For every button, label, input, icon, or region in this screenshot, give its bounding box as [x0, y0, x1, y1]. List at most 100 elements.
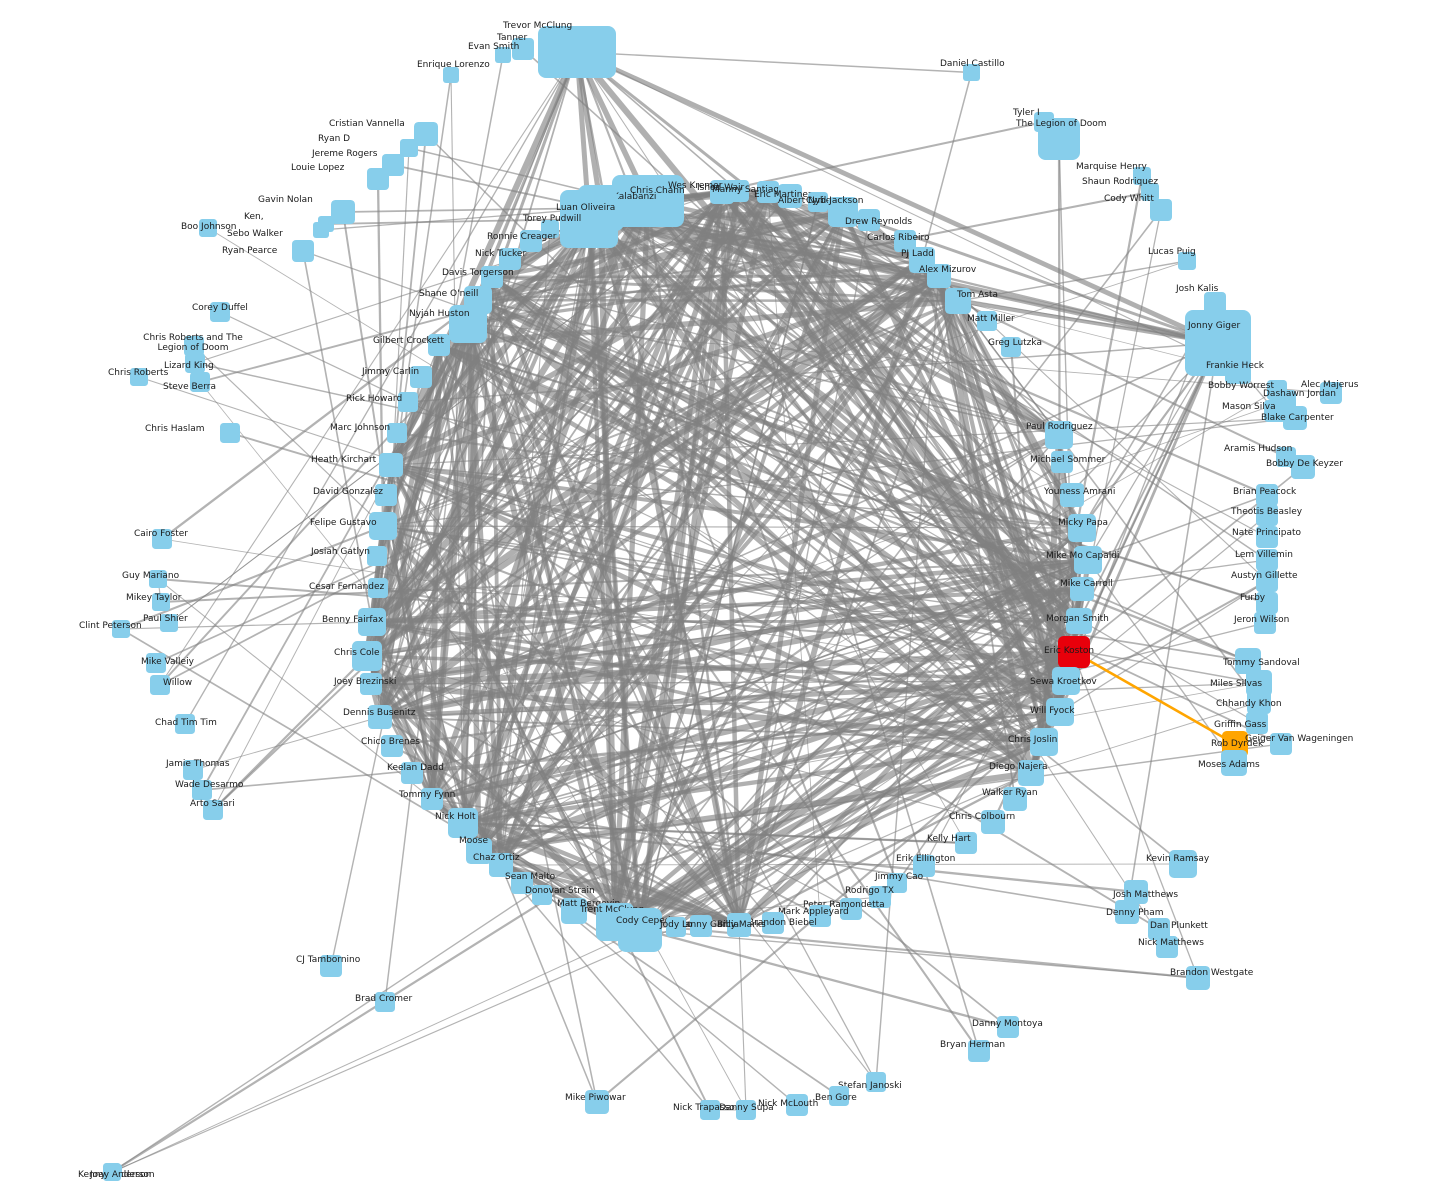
graph-node[interactable]: [481, 266, 503, 288]
graph-node[interactable]: [203, 800, 223, 820]
graph-node[interactable]: [369, 512, 397, 540]
graph-node[interactable]: [313, 222, 329, 238]
graph-node[interactable]: [700, 1100, 720, 1120]
graph-node[interactable]: [184, 336, 204, 356]
graph-node[interactable]: [1060, 483, 1084, 507]
graph-node[interactable]: [1074, 546, 1102, 574]
graph-node[interactable]: [532, 885, 552, 905]
graph-node[interactable]: [612, 175, 684, 227]
graph-node[interactable]: [778, 184, 802, 208]
graph-node[interactable]: [1045, 421, 1073, 449]
graph-node[interactable]: [968, 1040, 990, 1062]
graph-node[interactable]: [367, 546, 387, 566]
graph-node[interactable]: [1030, 728, 1058, 756]
graph-node[interactable]: [828, 197, 858, 227]
graph-node[interactable]: [448, 808, 478, 838]
graph-node[interactable]: [152, 593, 170, 611]
graph-node[interactable]: [1204, 292, 1226, 314]
graph-node[interactable]: [368, 705, 392, 729]
graph-node[interactable]: [1068, 514, 1096, 542]
graph-node[interactable]: [927, 264, 951, 288]
graph-node[interactable]: [1246, 712, 1268, 734]
graph-node[interactable]: [1148, 918, 1170, 940]
graph-node[interactable]: [190, 372, 210, 392]
graph-node[interactable]: [541, 220, 559, 238]
graph-node[interactable]: [1254, 612, 1276, 634]
graph-node[interactable]: [375, 992, 395, 1012]
graph-node[interactable]: [808, 192, 828, 212]
graph-node[interactable]: [149, 570, 167, 588]
graph-node[interactable]: [175, 714, 195, 734]
graph-node[interactable]: [585, 1090, 609, 1114]
graph-node[interactable]: [1156, 936, 1178, 958]
graph-node[interactable]: [375, 484, 397, 506]
graph-node[interactable]: [1133, 167, 1151, 185]
graph-node[interactable]: [1264, 400, 1286, 422]
graph-node[interactable]: [160, 614, 178, 632]
highlighted-edge[interactable]: [1073, 650, 1236, 746]
graph-node[interactable]: [398, 392, 418, 412]
graph-node[interactable]: [1256, 592, 1278, 614]
graph-node[interactable]: [727, 180, 749, 202]
graph-node[interactable]: [358, 608, 386, 636]
graph-node[interactable]: [499, 248, 521, 270]
graph-node[interactable]: [1256, 570, 1278, 592]
graph-node[interactable]: [1001, 337, 1021, 357]
graph-node[interactable]: [210, 302, 230, 322]
graph-node[interactable]: [489, 853, 513, 877]
graph-node[interactable]: [757, 181, 779, 203]
graph-node[interactable]: [1320, 382, 1342, 404]
graph-node[interactable]: [762, 912, 784, 934]
graph-node[interactable]: [1221, 750, 1247, 776]
graph-node[interactable]: [1003, 787, 1027, 811]
graph-node[interactable]: [381, 735, 403, 757]
graph-node[interactable]: [185, 353, 205, 373]
graph-node[interactable]: [560, 190, 618, 248]
graph-node[interactable]: [146, 653, 166, 673]
graph-node[interactable]: [1070, 577, 1094, 601]
graph-node[interactable]: [945, 288, 971, 314]
graph-node[interactable]: [809, 905, 831, 927]
graph-node[interactable]: [1256, 526, 1278, 548]
graph-node[interactable]: [913, 855, 935, 877]
graph-node[interactable]: [690, 915, 712, 937]
graph-node[interactable]: [466, 838, 492, 864]
graph-node[interactable]: [199, 219, 217, 237]
graph-node[interactable]: [1186, 966, 1210, 990]
graph-node[interactable]: [152, 529, 172, 549]
graph-node[interactable]: [400, 139, 418, 157]
graph-node[interactable]: [331, 200, 355, 224]
graph-node[interactable]: [727, 913, 751, 937]
graph-node[interactable]: [150, 675, 170, 695]
graph-node[interactable]: [414, 122, 438, 146]
graph-node[interactable]: [894, 230, 916, 252]
graph-node[interactable]: [981, 810, 1005, 834]
graph-node[interactable]: [449, 305, 487, 343]
graph-node[interactable]: [840, 898, 862, 920]
graph-node[interactable]: [292, 240, 314, 262]
graph-node[interactable]: [352, 641, 382, 671]
graph-node[interactable]: [1051, 451, 1073, 473]
graph-node[interactable]: [495, 47, 511, 63]
graph-node[interactable]: [736, 1100, 756, 1120]
graph-node[interactable]: [1178, 252, 1196, 270]
graph-node[interactable]: [866, 1072, 886, 1092]
graph-node[interactable]: [1225, 358, 1251, 384]
graph-node[interactable]: [1270, 733, 1292, 755]
graph-node[interactable]: [977, 311, 997, 331]
graph-node[interactable]: [858, 209, 880, 231]
graph-node[interactable]: [1291, 455, 1315, 479]
graph-node[interactable]: [869, 886, 891, 908]
graph-node[interactable]: [401, 762, 423, 784]
graph-node[interactable]: [955, 832, 977, 854]
graph-node[interactable]: [1046, 698, 1074, 726]
graph-node[interactable]: [1247, 690, 1271, 714]
graph-node[interactable]: [1256, 504, 1278, 526]
graph-node[interactable]: [666, 917, 686, 937]
graph-node[interactable]: [1235, 648, 1261, 674]
graph-node[interactable]: [1283, 406, 1307, 430]
graph-node[interactable]: [1052, 667, 1080, 695]
graph-node[interactable]: [367, 168, 389, 190]
graph-node[interactable]: [1141, 183, 1159, 201]
